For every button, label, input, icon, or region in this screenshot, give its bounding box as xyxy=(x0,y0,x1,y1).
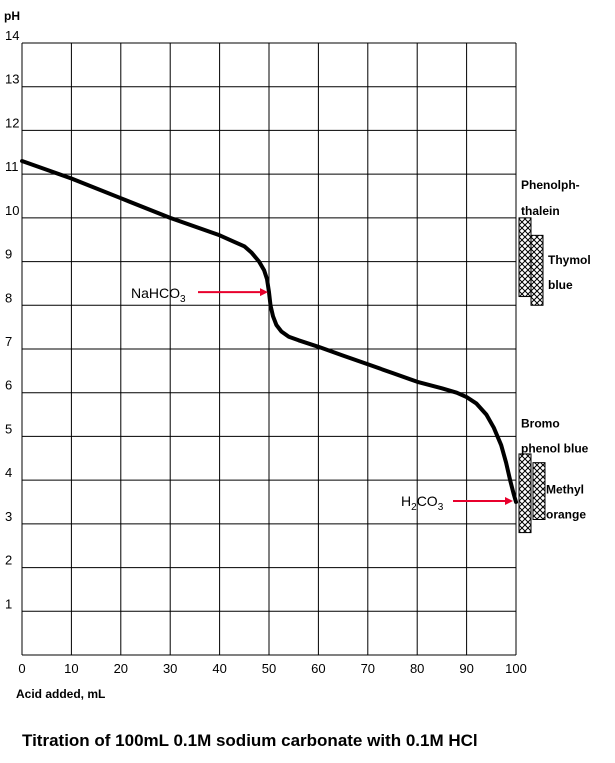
y-tick-label: 12 xyxy=(5,115,19,130)
y-tick-label: 13 xyxy=(5,72,19,87)
indicator-range-bar xyxy=(532,462,546,520)
nahco3-arrowhead xyxy=(260,288,268,297)
titration-chart: 0 10 20 30 40 50 60 70 80 90 100 12345678910111213… xyxy=(4,9,591,701)
titration-curve xyxy=(20,159,518,504)
indicator-range-bar xyxy=(518,217,532,298)
y-tick-label: 8 xyxy=(5,290,12,305)
x-tick-label: 10 xyxy=(64,661,78,676)
y-tick-label: 11 xyxy=(5,159,19,174)
y-axis-label: pH xyxy=(4,9,20,23)
x-tick-label: 0 xyxy=(18,661,25,676)
indicator-label: blue xyxy=(548,278,573,292)
x-tick-label: 100 xyxy=(505,661,527,676)
y-tick-label: 10 xyxy=(5,203,19,218)
indicator-label: thalein xyxy=(521,204,560,218)
x-tick-label: 40 xyxy=(212,661,226,676)
chart-title: Titration of 100mL 0.1M sodium carbonate… xyxy=(22,731,478,750)
indicator-label: Thymol xyxy=(548,253,591,267)
y-tick-label: 14 xyxy=(5,28,19,43)
indicator-label: Methyl xyxy=(546,482,584,496)
indicator-range-bar xyxy=(518,453,532,534)
x-tick-label: 60 xyxy=(311,661,325,676)
y-tick-label: 2 xyxy=(5,553,12,568)
x-tick-label: 90 xyxy=(459,661,473,676)
h2co3-annotation-label: H2CO3 xyxy=(401,493,444,513)
indicator-label: Bromo xyxy=(521,417,560,431)
y-tick-label: 9 xyxy=(5,247,12,262)
indicator-label: orange xyxy=(546,507,586,521)
x-tick-labels: 0 10 20 30 40 50 60 70 80 90 100 xyxy=(18,661,526,676)
x-tick-label: 20 xyxy=(114,661,128,676)
h2co3-arrowhead xyxy=(505,497,513,505)
grid xyxy=(21,42,517,656)
y-tick-label: 4 xyxy=(5,465,12,480)
annotations: NaHCO3 H2CO3 xyxy=(131,285,513,513)
y-tick-label: 5 xyxy=(5,421,12,436)
y-tick-label: 6 xyxy=(5,378,12,393)
x-axis-label: Acid added, mL xyxy=(16,687,105,701)
nahco3-annotation-label: NaHCO3 xyxy=(131,285,186,305)
x-tick-label: 50 xyxy=(262,661,276,676)
indicator-range-bar xyxy=(530,234,544,306)
x-tick-label: 30 xyxy=(163,661,177,676)
indicator-label: phenol blue xyxy=(521,442,589,456)
x-tick-label: 80 xyxy=(410,661,424,676)
indicator-ranges: Phenolph-thalein Thymol blue Bromo phenol bl… xyxy=(518,178,591,534)
y-tick-label: 1 xyxy=(5,596,12,611)
indicator-label: Phenolph- xyxy=(521,178,580,192)
y-tick-label: 3 xyxy=(5,509,12,524)
x-tick-label: 70 xyxy=(361,661,375,676)
y-tick-label: 7 xyxy=(5,334,12,349)
